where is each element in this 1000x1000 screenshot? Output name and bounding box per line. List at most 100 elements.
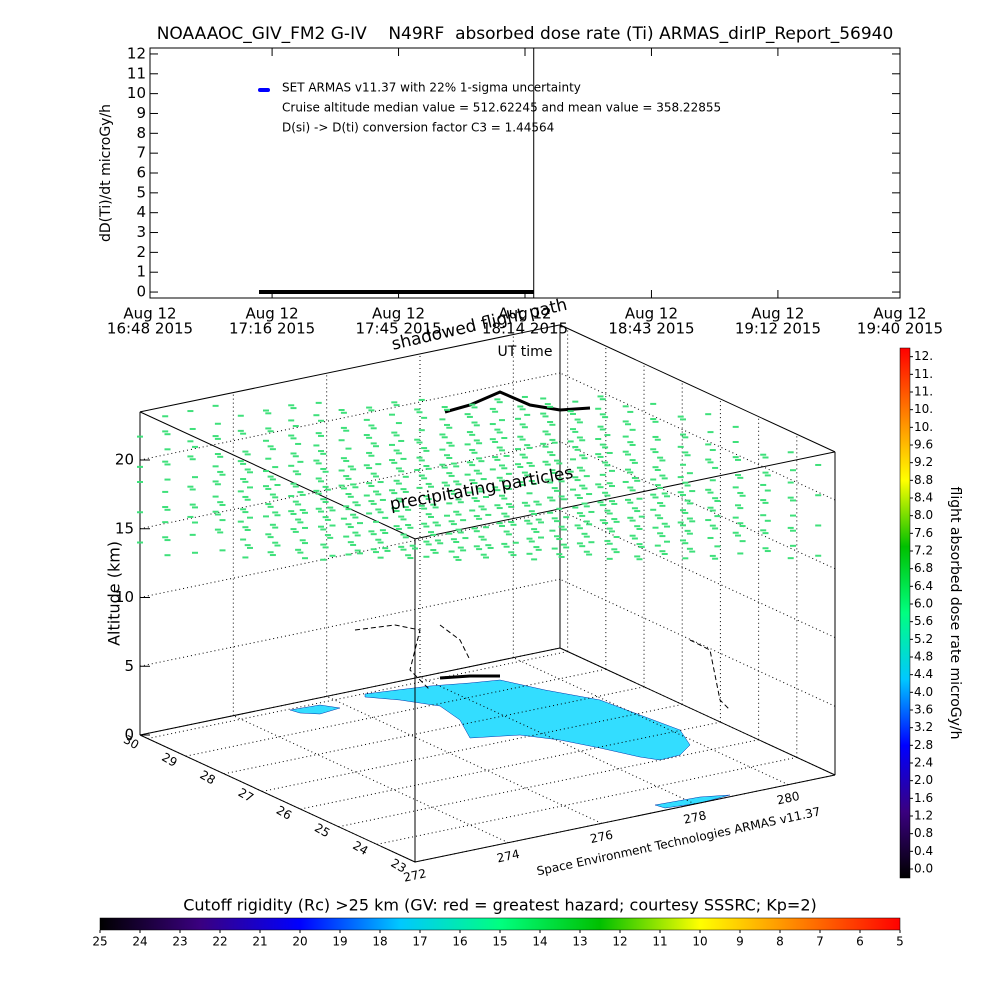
colorbar-tick-label: 12.	[914, 349, 933, 363]
colorbar-tick-label: 20	[292, 935, 307, 949]
colorbar-tick-label: 15	[492, 935, 507, 949]
colorbar-tick-label: 1.6	[914, 791, 933, 805]
shadow-outline	[354, 624, 731, 711]
colorbar-tick-label: 10.	[914, 420, 933, 434]
chart-title: NOAAAOC_GIV_FM2 G-IV N49RF absorbed dose…	[157, 24, 894, 44]
colorbar-tick-label: 1.2	[914, 809, 933, 823]
colorbar-tick-label: 7.6	[914, 526, 933, 540]
colorbar-tick-label: 14	[532, 935, 547, 949]
x-tick-label: Aug 12	[123, 305, 176, 323]
colorbar-tick-label: 19	[332, 935, 347, 949]
y-tick-label: 28	[198, 768, 218, 788]
colorbar-tick-label: 17	[412, 935, 427, 949]
y-tick-label: 12	[127, 44, 146, 62]
y-tick-label: 3	[136, 223, 146, 241]
grid-line	[233, 715, 509, 844]
y-tick-label: 0	[136, 283, 146, 301]
grid-line	[559, 372, 836, 501]
x-tick-label: 272	[402, 866, 427, 884]
grid-line	[513, 657, 789, 786]
x-tick-label: Aug 12	[498, 305, 551, 323]
colorbar-tick-label: 7	[816, 935, 824, 949]
colorbar	[899, 347, 911, 879]
colorbar-tick-label: 8	[776, 935, 784, 949]
grid-line	[326, 695, 602, 824]
colorbar-tick-label: 7.2	[914, 544, 933, 558]
legend-marker	[258, 88, 270, 92]
y-tick-label: 7	[136, 144, 146, 162]
box-edge	[414, 774, 836, 863]
colorbar-tick-label: 21	[252, 935, 267, 949]
colorbar-tick-label: 8.0	[914, 508, 933, 522]
colorbar-tick-label: 8.8	[914, 473, 933, 487]
z-tick-label: 0	[124, 726, 134, 744]
y-tick-label: 27	[236, 785, 256, 805]
y-tick-label: 29	[159, 750, 179, 770]
colorbar-tick-label: 4.8	[914, 650, 933, 664]
x-tick-label: 278	[682, 808, 707, 826]
box-edge	[559, 324, 836, 453]
x-tick-label: Aug 12	[873, 305, 926, 323]
colorbar-tick-label: 4.4	[914, 667, 933, 681]
z-axis-label: Altitude (km)	[105, 541, 124, 646]
y-tick-label: 9	[136, 104, 146, 122]
colorbar-tick-label: 2.4	[914, 756, 933, 770]
y-tick-label: 11	[127, 64, 146, 82]
box-edge	[414, 451, 836, 540]
annotation: Cruise altitude median value = 512.62245…	[282, 101, 721, 115]
colorbar	[99, 917, 901, 931]
colorbar-tick-label: 5	[896, 935, 904, 949]
x-tick-label: 16:48 2015	[107, 320, 193, 338]
grid-line	[419, 676, 696, 805]
y-tick-label: 1	[136, 263, 146, 281]
colorbar-tick-label: 9	[736, 935, 744, 949]
colorbar-tick-label: 8.4	[914, 491, 933, 505]
z-tick-label: 5	[124, 657, 134, 675]
box-edge	[139, 324, 561, 413]
colorbar-tick-label: 0.0	[914, 862, 933, 876]
y-tick-label: 25	[312, 821, 332, 841]
colorbar-tick-label: 24	[132, 935, 147, 949]
colorbar-tick-label: 10	[692, 935, 707, 949]
box-edge	[559, 647, 836, 776]
y-tick-label: 24	[350, 838, 370, 858]
x-tick-label: 19:40 2015	[857, 320, 943, 338]
x-tick-label: 18:14 2015	[482, 320, 568, 338]
z-tick-label: 20	[115, 451, 134, 469]
colorbar-tick-label: 4.0	[914, 685, 933, 699]
y-tick-label: 6	[136, 164, 146, 182]
colorbar-tick-label: 25	[92, 935, 107, 949]
colorbar-label: flight absorbed dose rate microGy/h	[947, 487, 963, 740]
flight-track	[439, 674, 500, 680]
colorbar-tick-label: 13	[572, 935, 587, 949]
colorbar-tick-label: 9.6	[914, 438, 933, 452]
x-tick-label: 17:45 2015	[355, 320, 441, 338]
z-tick-label: 10	[115, 588, 134, 606]
colorbar-tick-label: 3.2	[914, 720, 933, 734]
x-tick-label: 280	[776, 789, 801, 807]
colorbar-tick-label: 11	[652, 935, 667, 949]
land	[654, 794, 731, 809]
y-tick-label: 2	[136, 243, 146, 261]
colorbar-tick-label: 6.0	[914, 597, 933, 611]
land	[364, 679, 691, 761]
y-axis-label: dD(Ti)/dt microGy/h	[98, 104, 114, 242]
colorbar-tick-label: 3.6	[914, 703, 933, 717]
colorbar-tick-label: 2.8	[914, 738, 933, 752]
shadow-track	[444, 390, 591, 414]
colorbar-tick-label: 0.4	[914, 844, 933, 858]
y-tick-label: 23	[389, 856, 409, 876]
y-tick-label: 4	[136, 203, 146, 221]
x-tick-label: Aug 12	[246, 305, 299, 323]
colorbar-tick-label: 5.2	[914, 632, 933, 646]
y-tick-label: 30	[121, 732, 141, 752]
colorbar-tick-label: 0.8	[914, 826, 933, 840]
colorbar-tick-label: 6.4	[914, 579, 933, 593]
colorbar-tick-label: 11.	[914, 385, 933, 399]
colorbar-tick-label: 12	[612, 935, 627, 949]
colorbar-tick-label: 6.8	[914, 561, 933, 575]
x-tick-label: 276	[589, 828, 614, 846]
colorbar-tick-label: 22	[212, 935, 227, 949]
colorbar-tick-label: 2.0	[914, 773, 933, 787]
